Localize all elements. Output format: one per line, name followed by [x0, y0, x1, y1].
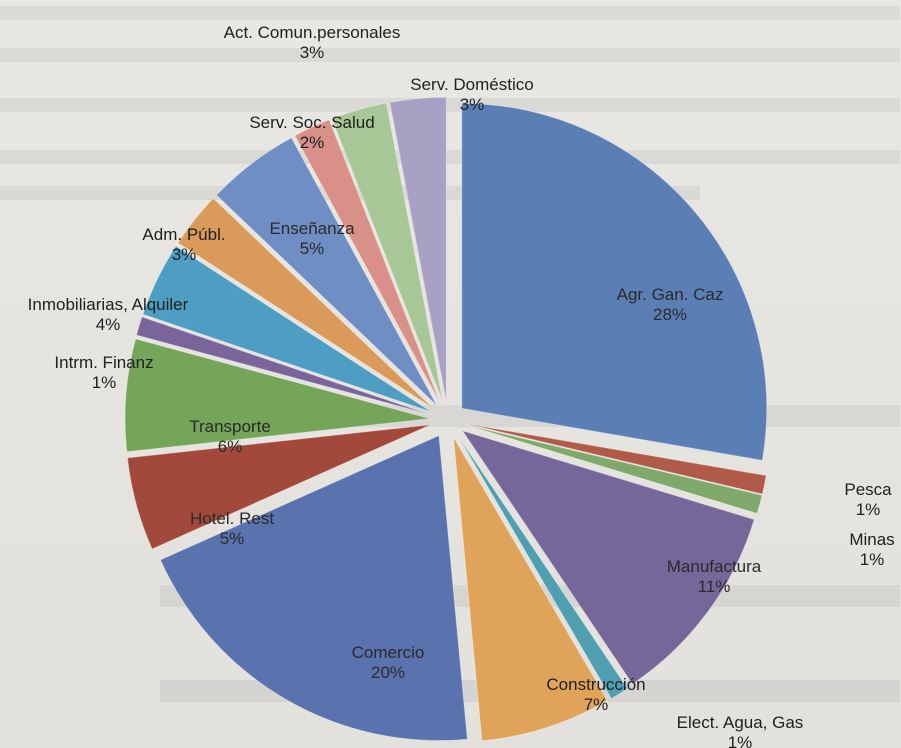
- slice-value-label: 20%: [371, 663, 405, 682]
- slice-label: Serv. Soc. Salud: [249, 113, 374, 132]
- pie-slice-serv-dom-stico: [389, 96, 447, 403]
- background-text-line: [0, 150, 900, 164]
- pie-slice-adm-p-bl-: [177, 197, 435, 410]
- pie-slice-comercio: [159, 434, 468, 742]
- pie-slice-manufactura: [461, 429, 755, 685]
- slice-label: Construcción: [546, 675, 645, 694]
- slice-label: Elect. Agua, Gas: [677, 713, 804, 732]
- pie-slice-elect-agua-gas: [457, 434, 629, 700]
- slice-value-label: 6%: [218, 437, 243, 456]
- slice-value-label: 3%: [172, 245, 197, 264]
- pie-slice-inmobiliarias-alquiler: [142, 245, 433, 413]
- pie-slice-serv-soc-salud: [294, 119, 441, 404]
- pie-slice-pesca: [465, 423, 767, 495]
- slice-label: Transporte: [189, 417, 271, 436]
- slice-label: Intrm. Finanz: [54, 353, 153, 372]
- slice-label: Hotel. Rest: [190, 509, 274, 528]
- background-text-line: [0, 6, 900, 20]
- slice-label: Serv. Doméstico: [410, 75, 533, 94]
- background-text-line: [0, 48, 900, 62]
- slice-label: Agr. Gan. Caz: [617, 285, 724, 304]
- pie-slice-construcci-n: [453, 436, 609, 742]
- pie-slice-transporte: [124, 338, 431, 453]
- slice-value-label: 3%: [300, 43, 325, 62]
- slice-label-group: Adm. Públ.3%: [142, 225, 225, 264]
- slice-label: Act. Comun.personales: [224, 23, 401, 42]
- pie-slice-agr-gan-caz: [461, 102, 768, 461]
- slice-value-label: 7%: [584, 695, 609, 714]
- pie-slice-act-comun-personales: [331, 102, 444, 403]
- slice-label: Manufactura: [667, 557, 762, 576]
- slice-value-label: 2%: [300, 133, 325, 152]
- slice-label: Adm. Públ.: [142, 225, 225, 244]
- pie-slice-intrm-finanz: [135, 316, 431, 416]
- background-text-line: [0, 98, 900, 112]
- labels-layer: Agr. Gan. Caz28%Pesca1%Minas1%Manufactur…: [28, 23, 895, 748]
- pie-slice-hotel-rest: [126, 424, 431, 550]
- pie-slice-ense-anza: [215, 137, 438, 407]
- slice-value-label: 3%: [460, 95, 485, 114]
- slice-label: Comercio: [352, 643, 425, 662]
- slice-value-label: 5%: [220, 529, 245, 548]
- slice-value-label: 1%: [728, 733, 753, 748]
- slice-label: Minas: [849, 530, 894, 549]
- slice-value-label: 1%: [860, 550, 885, 569]
- slice-value-label: 11%: [698, 577, 731, 596]
- slices-layer: [124, 96, 768, 742]
- slice-label: Pesca: [844, 480, 892, 499]
- slice-label: Enseñanza: [269, 219, 355, 238]
- slice-value-label: 28%: [653, 305, 687, 324]
- slice-value-label: 4%: [96, 315, 121, 334]
- slice-label: Inmobiliarias, Alquiler: [28, 295, 189, 314]
- slice-value-label: 1%: [92, 373, 117, 392]
- slice-value-label: 5%: [300, 239, 325, 258]
- pie-slice-minas: [465, 424, 763, 515]
- slice-value-label: 1%: [856, 500, 881, 519]
